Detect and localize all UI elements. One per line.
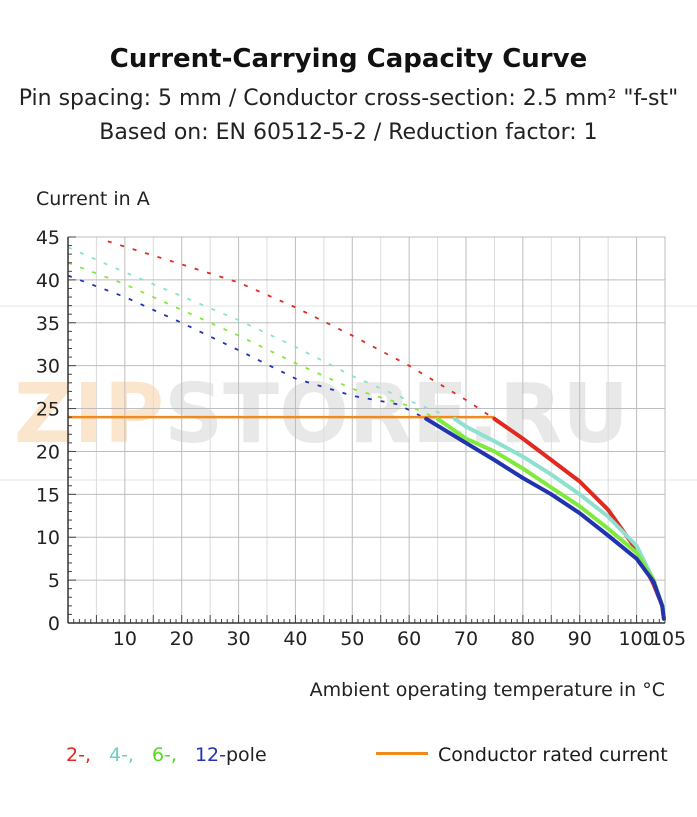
chart-axes: 0 5 10 15 20 25 30 35 40 45 10 20 30 40 50 60 70 80 90 1001… [36,227,686,650]
y-tick-label: 15 [36,484,60,506]
y-tick-label: 40 [36,270,60,292]
series-legend: 2-, 4-, 6-, 12-pole [66,744,285,766]
x-tick-label: 20 [170,628,194,650]
chart-series [67,240,666,621]
x-tick-label: 60 [397,628,421,650]
x-axis-label: Ambient operating temperature in °C [309,679,665,701]
x-tick-label: 80 [511,628,535,650]
rated-current-legend: Conductor rated current [376,744,668,766]
legend-item-4-pole: 4-, [108,744,134,766]
y-tick-label: 0 [48,613,60,635]
x-tick-label: 70 [454,628,478,650]
y-tick-label: 25 [36,399,60,421]
y-tick-label: 45 [36,227,60,249]
x-tick-label: 10 [113,628,137,650]
x-tick-label: 90 [568,628,592,650]
x-tick-label: 50 [340,628,364,650]
y-tick-label: 5 [48,570,60,592]
y-tick-label: 20 [36,441,60,463]
chart-subtitle-line-1: Pin spacing: 5 mm / Conductor cross-sect… [18,86,679,111]
y-tick-label: 35 [36,313,60,335]
series-12-pole-line [424,416,666,621]
x-tick-label: 100 [618,628,654,650]
y-tick-label: 10 [36,527,60,549]
watermark: ZIPSTORE.RU [0,305,697,481]
rated-current-legend-label: Conductor rated current [438,744,668,766]
chart-title: Current-Carrying Capacity Curve [109,44,588,74]
legend-item-6-pole: 6-, [151,744,177,766]
y-tick-label: 30 [36,356,60,378]
x-tick-label: 40 [283,628,307,650]
legend-item-12-pole: 12- [194,744,226,766]
legend-item-pole-suffix: pole [226,744,267,766]
x-tick-label: 30 [226,628,250,650]
rated-current-swatch [376,752,428,755]
chart-subtitle-line-2: Based on: EN 60512-5-2 / Reduction facto… [99,120,598,145]
x-tick-label: 105 [650,628,686,650]
y-axis-label: Current in A [36,188,150,210]
legend-item-2-pole: 2-, [66,744,91,766]
